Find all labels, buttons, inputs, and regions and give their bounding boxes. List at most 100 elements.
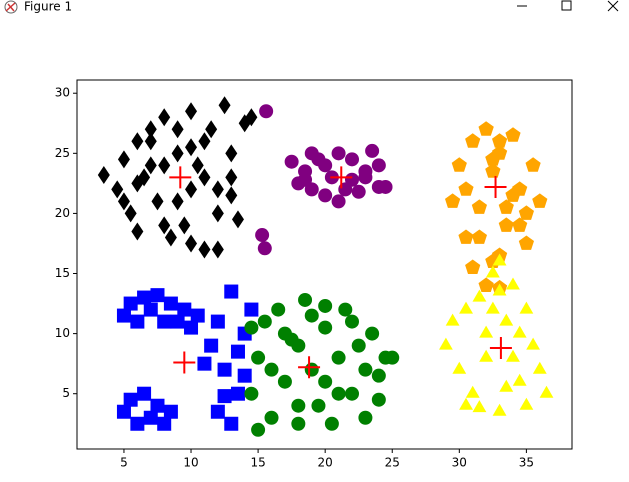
diamond-point xyxy=(131,174,144,193)
centroid-marker xyxy=(484,175,507,198)
square-point xyxy=(116,308,131,323)
diamond-point xyxy=(198,132,211,151)
diamond-point xyxy=(225,186,238,205)
pentagon-point xyxy=(458,229,474,244)
diamond-point xyxy=(245,108,258,127)
diamond-point xyxy=(211,180,224,199)
close-button[interactable] xyxy=(607,0,619,12)
centroid-marker xyxy=(298,356,321,379)
diamond-point xyxy=(171,144,184,163)
diamond-point xyxy=(158,216,171,235)
centroid-marker xyxy=(330,166,353,189)
diamond-point xyxy=(205,120,218,139)
circle-point xyxy=(358,362,373,377)
circle-point xyxy=(291,338,306,353)
square-point xyxy=(116,404,131,419)
diamond-point xyxy=(198,168,211,187)
triangle-point xyxy=(459,301,473,314)
triangle-point xyxy=(532,361,547,374)
centroid-marker xyxy=(169,166,192,189)
circle-point xyxy=(291,398,306,413)
circle-point xyxy=(264,410,279,425)
pentagon-point xyxy=(465,259,481,274)
app-icon-glyph xyxy=(5,2,16,12)
y-tick-label: 15 xyxy=(55,266,70,280)
circle-point xyxy=(358,410,373,425)
diamond-point xyxy=(185,234,198,253)
triangle-point xyxy=(492,253,507,266)
square-point xyxy=(123,392,138,407)
circle-point xyxy=(284,154,299,169)
circle-point xyxy=(338,302,353,317)
square-point xyxy=(204,338,219,353)
circle-point xyxy=(304,362,319,377)
square-point xyxy=(197,356,212,371)
diamond-point xyxy=(151,192,164,211)
triangle-point xyxy=(459,397,473,410)
pentagon-point xyxy=(492,133,508,148)
diamond-point xyxy=(164,228,177,247)
pentagon-point xyxy=(532,193,548,208)
diamond-point xyxy=(191,156,204,175)
triangle-point xyxy=(519,397,534,410)
pentagon-point xyxy=(498,199,514,214)
diamond-point xyxy=(225,168,238,187)
triangle-point xyxy=(472,400,487,413)
window-title: Figure 1 xyxy=(24,0,72,14)
circle-point xyxy=(345,386,359,401)
circle-point xyxy=(365,326,380,341)
plot: 5 10 15 20 25 30 35 5 10 15 20 25 30 xyxy=(55,79,573,470)
centroid-marker xyxy=(489,337,512,360)
diamond-point xyxy=(144,132,157,151)
diamond-point xyxy=(117,192,130,211)
square-point xyxy=(190,308,205,323)
triangle-point xyxy=(485,301,500,314)
diamond-point xyxy=(171,120,184,139)
pentagon-point xyxy=(445,193,461,208)
x-tick-label: 10 xyxy=(183,456,198,470)
circle-point xyxy=(304,146,319,161)
diamond-point xyxy=(131,132,144,151)
circle-point xyxy=(277,326,292,341)
triangle-point xyxy=(499,313,514,326)
circle-point xyxy=(298,292,313,307)
diamond-point xyxy=(144,120,157,139)
diamond-point xyxy=(111,180,124,199)
maximize-button[interactable] xyxy=(561,0,572,11)
pentagon-point xyxy=(478,277,494,292)
square-point xyxy=(163,296,178,311)
pentagon-point xyxy=(471,199,487,214)
circle-point xyxy=(257,314,272,329)
pentagon-point xyxy=(471,229,487,244)
pentagon-point xyxy=(505,127,521,142)
circle-point xyxy=(257,241,272,256)
diamond-point xyxy=(218,96,231,115)
circle-point xyxy=(318,374,333,389)
circle-point xyxy=(318,320,333,335)
circle-point xyxy=(244,320,259,335)
pentagon-point xyxy=(505,187,521,202)
triangle-point xyxy=(465,385,480,398)
pentagon-point xyxy=(485,163,501,178)
square-point xyxy=(184,320,199,335)
square-point xyxy=(157,314,172,329)
circle-point xyxy=(318,298,333,313)
diamond-point xyxy=(185,180,198,199)
circle-point xyxy=(331,194,346,209)
circle-point xyxy=(331,350,346,365)
x-tick-label: 35 xyxy=(519,456,534,470)
triangle-point xyxy=(492,283,507,296)
x-tick-label: 15 xyxy=(250,456,265,470)
circle-point xyxy=(378,179,393,194)
y-tick-label: 5 xyxy=(62,386,70,400)
triangle-point xyxy=(445,313,460,326)
diamond-point xyxy=(211,240,224,259)
diamond-point xyxy=(171,192,184,211)
triangle-point xyxy=(499,379,514,392)
diamond-point xyxy=(225,144,238,163)
circle-point xyxy=(318,188,333,203)
pentagon-point xyxy=(525,157,541,172)
square-point xyxy=(137,290,152,305)
square-point xyxy=(244,302,259,317)
triangle-point xyxy=(492,403,507,416)
